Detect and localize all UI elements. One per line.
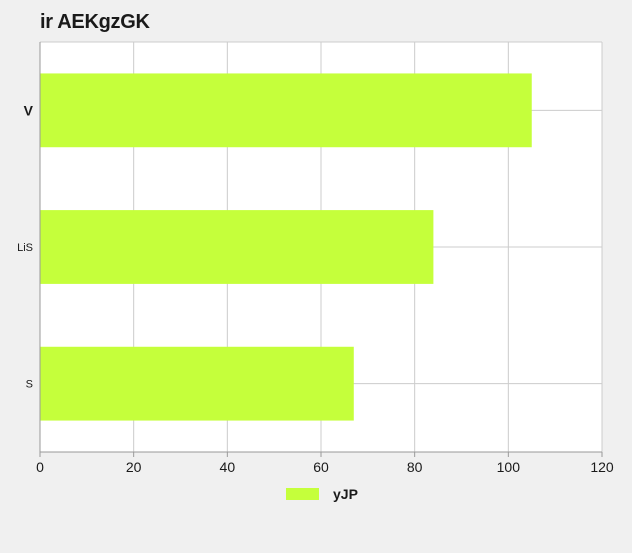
x-tick-label: 100: [497, 459, 521, 475]
bar-v: [40, 73, 532, 148]
bar-s: [40, 346, 354, 421]
legend: yJP: [286, 486, 358, 502]
x-tick-labels: 0 20 40 60 80 100 120: [36, 459, 614, 475]
x-tick-label: 120: [590, 459, 614, 475]
chart-title: ir AEKgzGK: [40, 11, 150, 33]
y-tick-label: S: [26, 379, 33, 391]
legend-label: yJP: [333, 486, 358, 502]
bars: [40, 73, 532, 421]
y-tick-label: V: [24, 102, 34, 118]
x-tick-label: 80: [407, 459, 423, 475]
axes: [39, 42, 603, 457]
x-tick-label: 20: [126, 459, 142, 475]
x-tick-label: 0: [36, 459, 44, 475]
bar-lis: [40, 210, 434, 284]
y-tick-labels: V LiS S: [17, 102, 34, 390]
y-tick-label: LiS: [17, 242, 33, 254]
x-tick-label: 40: [220, 459, 236, 475]
legend-swatch: [286, 488, 319, 500]
x-tick-label: 60: [313, 459, 329, 475]
